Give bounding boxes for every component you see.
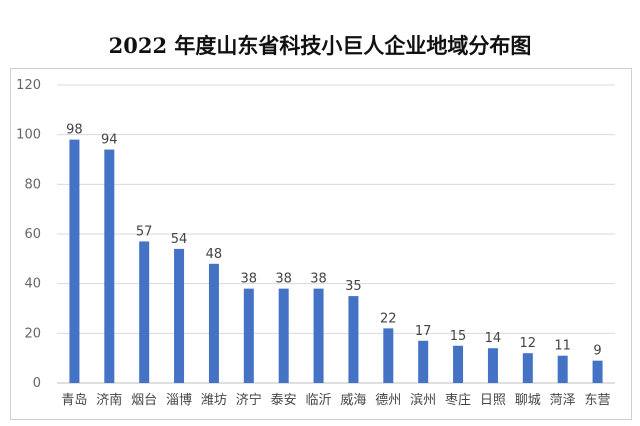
data-labels: 98 94 57 54 48 38 38 38 35 22 17 15 14 12 11 9 xyxy=(66,123,602,359)
bar xyxy=(453,345,464,383)
bar xyxy=(418,340,429,383)
x-tick-label: 菏泽 xyxy=(550,393,576,408)
x-tick-label: 日照 xyxy=(480,393,506,408)
bars xyxy=(69,139,603,383)
data-label: 9 xyxy=(593,344,601,359)
bar xyxy=(592,360,603,383)
bar xyxy=(313,288,324,383)
x-tick-label: 泰安 xyxy=(271,393,297,408)
data-label: 14 xyxy=(485,331,502,346)
data-label: 94 xyxy=(101,133,118,148)
data-label: 38 xyxy=(310,272,327,287)
bar xyxy=(174,248,185,383)
data-label: 38 xyxy=(241,272,258,287)
y-tick-label: 0 xyxy=(33,376,41,391)
y-tick-label: 120 xyxy=(16,78,41,93)
data-label: 17 xyxy=(415,324,432,339)
bar xyxy=(487,348,498,383)
bar xyxy=(208,263,219,383)
y-axis-ticks: 0 20 40 60 80 100 120 xyxy=(16,78,41,391)
x-tick-label: 烟台 xyxy=(131,393,157,408)
data-label: 48 xyxy=(206,247,223,262)
data-label: 98 xyxy=(66,123,83,138)
data-label: 54 xyxy=(171,232,188,247)
bar xyxy=(69,139,80,383)
x-tick-label: 潍坊 xyxy=(201,393,227,408)
x-tick-label: 德州 xyxy=(375,393,401,408)
data-label: 35 xyxy=(345,279,362,294)
x-tick-label: 济南 xyxy=(96,392,122,408)
y-tick-label: 40 xyxy=(24,277,41,292)
bar xyxy=(383,328,394,383)
x-axis-labels: 青岛 济南 烟台 淄博 潍坊 济宁 泰安 临沂 威海 德州 滨州 枣庄 日照 聊城 菏泽 东营 xyxy=(61,392,610,408)
x-tick-label: 淄博 xyxy=(166,393,192,408)
bar xyxy=(522,353,533,383)
x-tick-label: 枣庄 xyxy=(445,392,471,408)
bar xyxy=(278,288,289,383)
x-tick-label: 聊城 xyxy=(515,393,541,408)
data-label: 12 xyxy=(520,336,537,351)
bar xyxy=(348,296,359,383)
gridlines xyxy=(57,84,615,384)
x-tick-label: 威海 xyxy=(340,393,366,408)
x-tick-label: 青岛 xyxy=(61,392,87,408)
data-label: 15 xyxy=(450,329,467,344)
chart-title: 2022 年度山东省科技小巨人企业地域分布图 xyxy=(108,33,532,58)
y-tick-label: 20 xyxy=(24,326,41,341)
y-tick-label: 60 xyxy=(24,227,41,242)
bar xyxy=(243,288,254,383)
data-label: 57 xyxy=(136,224,153,239)
x-tick-label: 济宁 xyxy=(236,392,262,408)
x-tick-label: 滨州 xyxy=(410,392,436,408)
bar xyxy=(557,355,568,383)
y-tick-label: 80 xyxy=(24,177,41,192)
bar xyxy=(104,149,115,383)
y-tick-label: 100 xyxy=(16,128,41,143)
x-tick-label: 东营 xyxy=(585,393,611,408)
data-label: 22 xyxy=(380,311,397,326)
data-label: 11 xyxy=(554,339,571,354)
x-tick-label: 临沂 xyxy=(306,393,332,408)
bar xyxy=(139,241,150,383)
data-label: 38 xyxy=(275,272,292,287)
